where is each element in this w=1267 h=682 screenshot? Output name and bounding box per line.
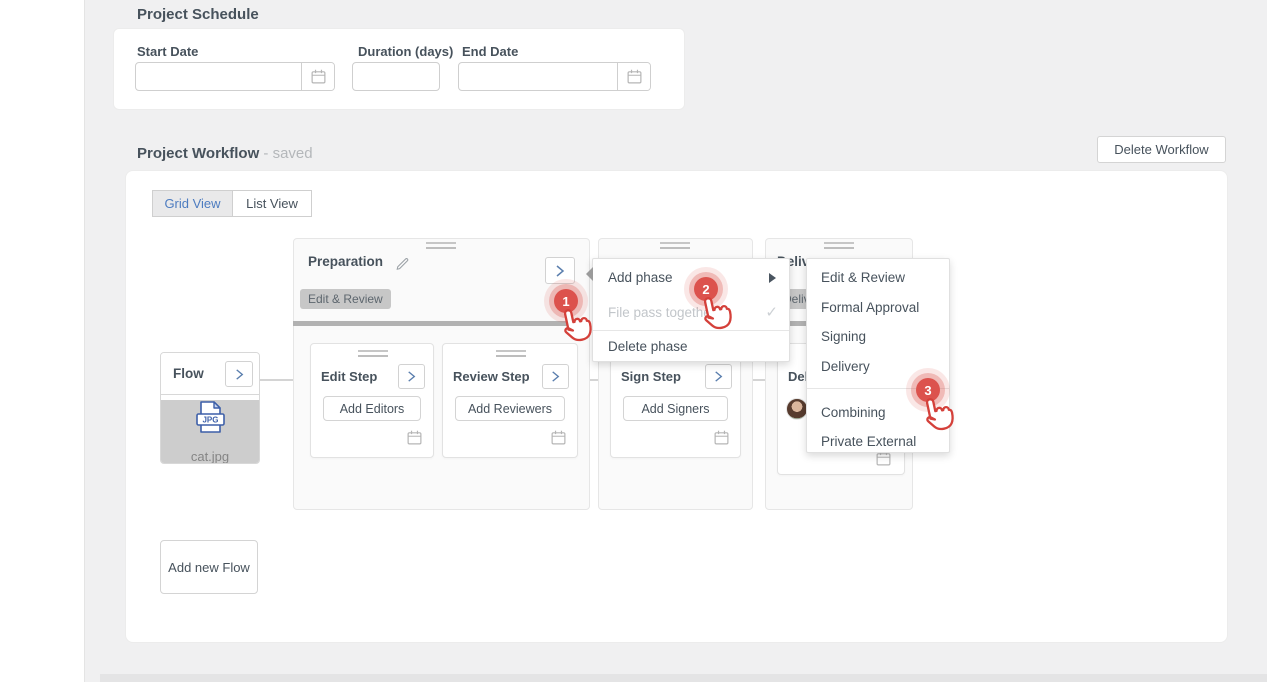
phase-drag-handle[interactable] <box>426 242 456 249</box>
menu-item-add-phase[interactable]: Add phase <box>608 270 673 285</box>
annotation-number-badge: 2 <box>694 277 718 301</box>
step-calendar-icon[interactable] <box>550 429 567 446</box>
menu-divider <box>593 330 789 331</box>
delete-workflow-button[interactable]: Delete Workflow <box>1097 136 1226 163</box>
duration-label: Duration (days) <box>358 44 454 59</box>
submenu-item-edit-review[interactable]: Edit & Review <box>821 270 906 285</box>
click-hand-icon <box>703 297 732 330</box>
step-calendar-icon[interactable] <box>406 429 423 446</box>
add-new-flow-button[interactable]: Add new Flow <box>160 540 258 594</box>
checkmark-icon: ✓ <box>765 304 778 321</box>
submenu-item-signing[interactable]: Signing <box>821 329 867 344</box>
submenu-arrow-icon <box>769 273 776 283</box>
step-drag-handle[interactable] <box>496 350 526 357</box>
step-title: Edit Step <box>321 369 378 384</box>
chevron-right-icon <box>556 264 565 277</box>
submenu-item-private-external[interactable]: Private External <box>821 434 917 449</box>
next-section-edge <box>100 674 1267 682</box>
flow-file-area[interactable]: JPG cat.jpg <box>161 400 259 464</box>
add-editors-button[interactable]: Add Editors <box>323 396 421 421</box>
click-hand-icon <box>563 309 592 342</box>
phase-context-menu: Add phase File pass together ✓ Delete ph… <box>586 258 790 362</box>
step-calendar-icon[interactable] <box>713 429 730 446</box>
duration-field-group <box>352 62 440 91</box>
phase-drag-handle[interactable] <box>824 242 854 249</box>
step-card-edit: Edit Step Add Editors <box>310 343 434 458</box>
workflow-section-title: Project Workflow - saved <box>137 145 313 162</box>
submenu-item-combining[interactable]: Combining <box>821 405 886 420</box>
edit-pencil-icon[interactable] <box>394 256 410 272</box>
workflow-saved-status: - saved <box>263 145 313 162</box>
connector-flow-to-edit <box>260 379 310 381</box>
chevron-right-icon <box>715 371 723 382</box>
step-title: Sign Step <box>621 369 681 384</box>
annotation-number-badge: 1 <box>554 289 578 313</box>
tab-grid-view[interactable]: Grid View <box>152 190 233 217</box>
chevron-right-icon <box>408 371 416 382</box>
menu-item-file-pass-together[interactable]: File pass together <box>608 305 716 320</box>
flow-actions-button[interactable] <box>225 361 253 387</box>
end-date-label: End Date <box>462 44 519 59</box>
connector-sign-to-delivery <box>741 379 778 381</box>
end-date-input[interactable] <box>459 63 617 90</box>
flow-card: Flow JPG cat.jpg <box>160 352 260 464</box>
calendar-icon <box>627 69 641 84</box>
step-title: Review Step <box>453 369 530 384</box>
start-date-field-group <box>135 62 335 91</box>
phase-type-submenu: Edit & Review Formal Approval Signing De… <box>806 258 950 453</box>
end-date-field-group <box>458 62 651 91</box>
add-reviewers-button[interactable]: Add Reviewers <box>455 396 565 421</box>
schedule-section-title: Project Schedule <box>137 6 259 23</box>
chevron-right-icon <box>552 371 560 382</box>
phase-type-badge: Edit & Review <box>300 289 391 309</box>
annotation-number-badge: 3 <box>916 378 940 402</box>
calendar-icon <box>311 69 325 84</box>
step-actions-button[interactable] <box>542 364 569 389</box>
tab-list-view[interactable]: List View <box>233 190 312 217</box>
phase-title: Preparation <box>308 254 384 269</box>
connector-review-to-sign <box>578 379 612 381</box>
step-actions-button[interactable] <box>398 364 425 389</box>
step-card-review: Review Step Add Reviewers <box>442 343 578 458</box>
start-date-label: Start Date <box>137 44 199 59</box>
phase-actions-button[interactable] <box>545 257 575 284</box>
chevron-right-icon <box>235 368 243 380</box>
add-signers-button[interactable]: Add Signers <box>623 396 728 421</box>
flow-file-name: cat.jpg <box>190 449 230 464</box>
assignee-avatar[interactable] <box>786 398 808 420</box>
submenu-item-formal-approval[interactable]: Formal Approval <box>821 300 920 315</box>
start-date-calendar-button[interactable] <box>301 63 334 90</box>
step-drag-handle[interactable] <box>358 350 388 357</box>
submenu-item-delivery[interactable]: Delivery <box>821 359 870 374</box>
end-date-calendar-button[interactable] <box>617 63 650 90</box>
menu-item-delete-phase[interactable]: Delete phase <box>608 339 688 354</box>
step-actions-button[interactable] <box>705 364 732 389</box>
duration-input[interactable] <box>353 63 439 90</box>
jpg-label: JPG <box>202 416 218 425</box>
click-hand-icon <box>925 398 954 431</box>
start-date-input[interactable] <box>136 63 301 90</box>
phase-divider-bar <box>293 321 590 326</box>
flow-title: Flow <box>173 366 204 381</box>
menu-pointer-notch <box>586 267 593 281</box>
workflow-title-text: Project Workflow <box>137 145 260 162</box>
menu-divider <box>807 388 949 389</box>
jpg-file-icon: JPG <box>196 401 225 433</box>
phase-drag-handle[interactable] <box>660 242 690 249</box>
flow-card-header: Flow <box>161 353 259 395</box>
